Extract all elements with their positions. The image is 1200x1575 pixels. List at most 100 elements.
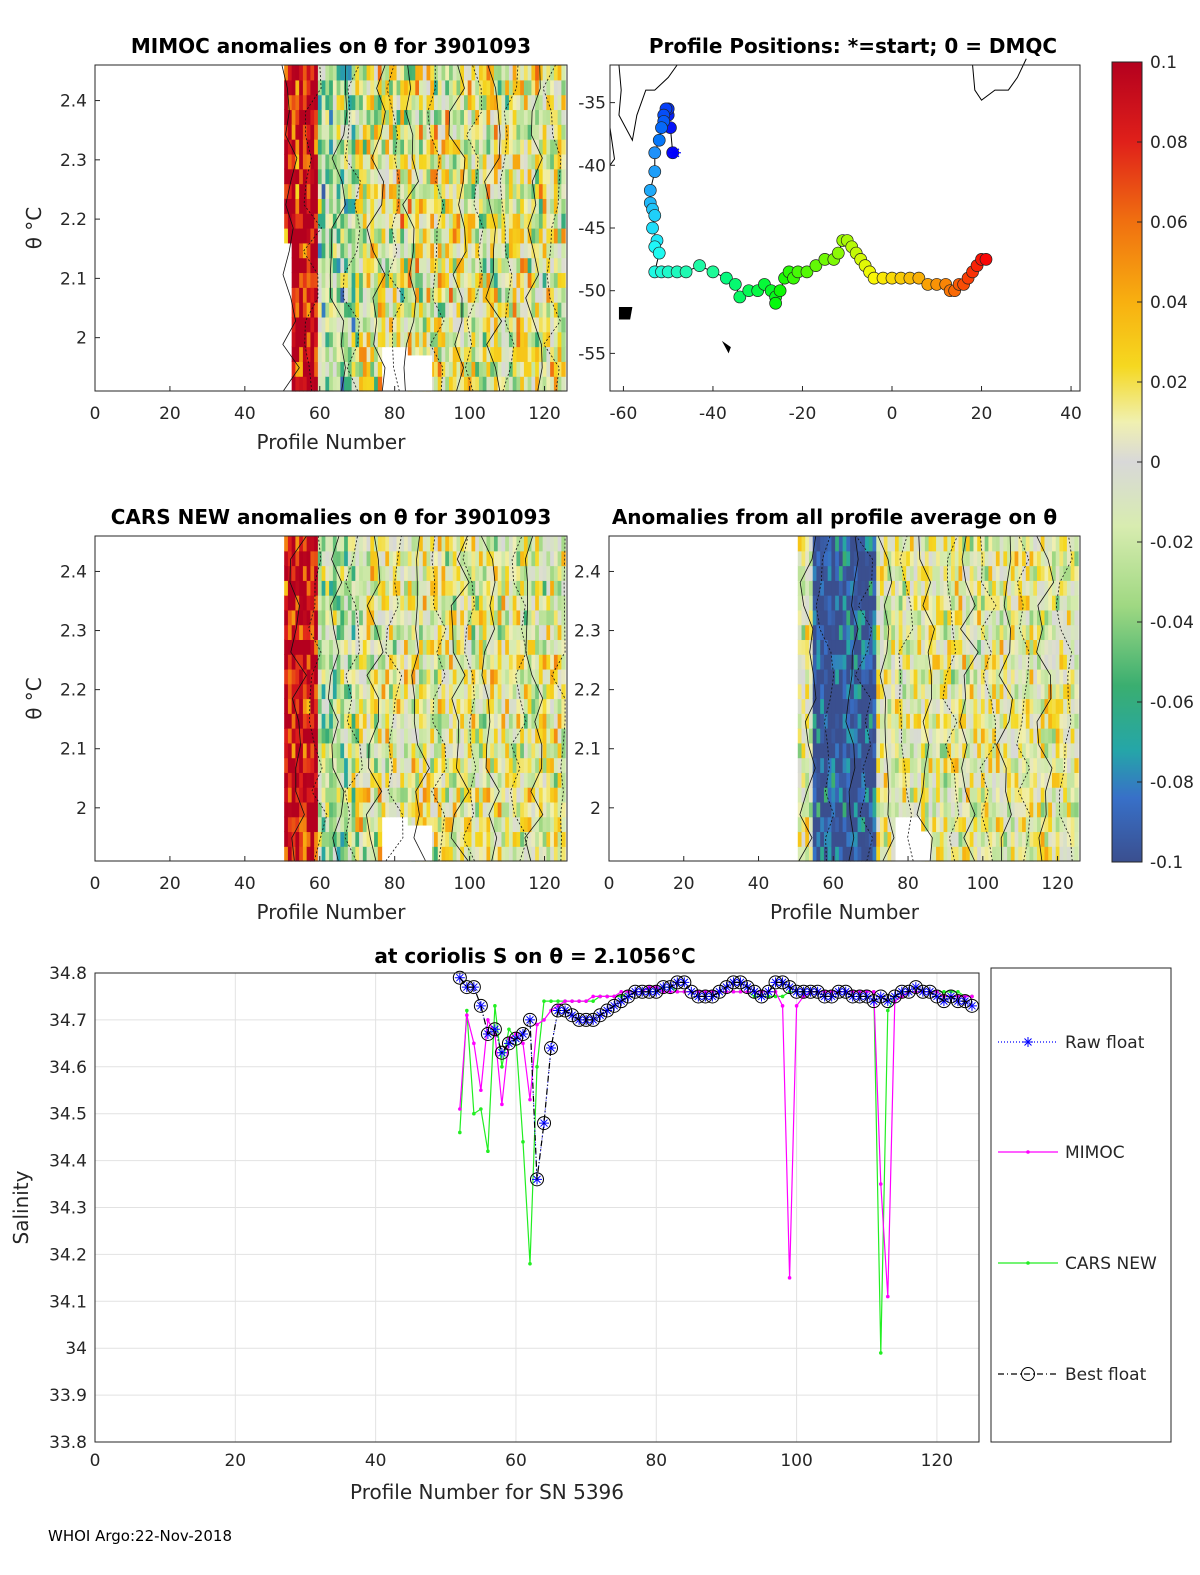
heat-cell <box>344 536 349 552</box>
heat-cell <box>865 595 870 611</box>
heat-cell <box>850 550 855 567</box>
heat-cell <box>835 536 840 552</box>
heat-cell <box>550 624 555 641</box>
heat-cell <box>508 654 514 670</box>
heat-cell <box>550 183 555 199</box>
heat-cell <box>812 772 818 788</box>
heat-cell <box>553 565 559 581</box>
heat-cell <box>542 242 547 259</box>
heat-cell <box>434 153 439 170</box>
heat-cell <box>411 742 416 759</box>
heat-cell <box>876 816 881 833</box>
heat-cell <box>891 757 896 773</box>
heat-cell <box>850 728 855 744</box>
x-tick-label: 40 <box>234 404 256 424</box>
heat-cell <box>422 302 428 318</box>
heat-cell <box>816 639 821 655</box>
heat-cell <box>969 550 975 567</box>
heat-cell <box>490 742 495 759</box>
heat-cell <box>921 772 926 788</box>
heat-cell <box>306 346 311 362</box>
heat-cell <box>538 565 544 581</box>
heat-cell <box>441 550 446 567</box>
heat-cell <box>362 316 368 333</box>
heat-cell <box>445 376 450 392</box>
heat-cell <box>1044 772 1049 788</box>
heat-cell <box>437 536 443 552</box>
heat-cell <box>969 801 975 818</box>
heat-cell <box>493 287 499 303</box>
heat-cell <box>336 109 341 125</box>
heat-cell <box>527 816 533 833</box>
heat-cell <box>486 302 491 318</box>
heat-cell <box>302 361 308 377</box>
heat-cell <box>527 109 533 125</box>
heat-cell <box>355 772 360 788</box>
heat-cell <box>823 698 829 714</box>
heat-cell <box>535 595 540 611</box>
heat-cell <box>527 787 533 803</box>
heat-cell <box>426 346 431 362</box>
heat-cell <box>374 816 379 833</box>
heat-cell <box>1029 698 1034 714</box>
heat-cell <box>482 609 488 626</box>
heat-cell <box>553 772 559 788</box>
heat-cell <box>868 565 874 581</box>
heat-cell <box>377 65 383 81</box>
heat-cell <box>842 846 847 862</box>
heat-cell <box>1040 668 1046 685</box>
heat-cell <box>1051 757 1057 773</box>
heat-cell <box>823 831 829 847</box>
heat-cell <box>325 242 330 259</box>
heat-cell <box>392 65 398 81</box>
heat-cell <box>958 639 963 655</box>
heat-cell <box>314 361 319 377</box>
contour-line <box>465 64 484 392</box>
heat-cell <box>396 139 401 155</box>
heat-cell <box>347 801 353 818</box>
heat-cell <box>467 595 473 611</box>
heat-cell <box>299 757 304 773</box>
heat-cell <box>284 228 289 244</box>
heat-cell <box>478 198 484 214</box>
heat-cell <box>325 609 330 626</box>
heat-cell <box>291 624 297 641</box>
heat-cell <box>351 668 356 685</box>
heat-cell <box>984 742 990 759</box>
heat-cell <box>347 198 353 214</box>
heat-cell <box>992 609 997 626</box>
heat-cell <box>835 772 840 788</box>
heat-cell <box>355 287 360 303</box>
heat-cell <box>347 213 353 229</box>
heat-cell <box>995 580 1001 596</box>
heat-cell <box>812 639 818 655</box>
heat-cell <box>947 713 952 729</box>
heat-cell <box>321 787 326 803</box>
heat-cell <box>550 139 555 155</box>
heat-cell <box>497 302 503 318</box>
heat-cell <box>486 536 491 552</box>
heat-cell <box>988 683 993 700</box>
heat-cell <box>463 183 469 199</box>
heat-cell <box>291 242 297 259</box>
heat-cell <box>486 346 491 362</box>
heat-cell <box>542 742 547 759</box>
heat-cell <box>846 654 851 670</box>
heat-cell <box>1022 580 1027 596</box>
heat-cell <box>943 683 948 700</box>
heat-cell <box>404 639 409 655</box>
heat-cell <box>553 550 559 567</box>
heat-cell <box>962 536 967 552</box>
heat-cell <box>426 183 431 199</box>
heat-cell <box>284 757 289 773</box>
heat-cell <box>441 257 446 274</box>
heat-cell <box>508 79 514 96</box>
heat-cell <box>857 609 862 626</box>
heat-cell <box>561 787 566 803</box>
heat-cell <box>299 302 304 318</box>
heat-cell <box>302 550 308 567</box>
heat-cell <box>426 79 431 96</box>
heat-cell <box>306 536 311 552</box>
heat-cell <box>550 683 555 700</box>
heat-cell <box>1010 550 1016 567</box>
